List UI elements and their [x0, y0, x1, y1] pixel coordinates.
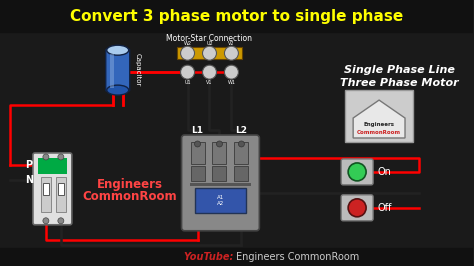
- Text: V2: V2: [228, 41, 235, 46]
- Text: P: P: [26, 160, 33, 170]
- Bar: [191, 166, 204, 181]
- Bar: [191, 142, 204, 164]
- Circle shape: [194, 141, 201, 147]
- Bar: [194, 188, 246, 213]
- Bar: [345, 90, 413, 142]
- Text: W1: W1: [228, 80, 236, 85]
- Text: Convert 3 phase motor to single phase: Convert 3 phase motor to single phase: [70, 9, 403, 24]
- Circle shape: [202, 46, 217, 60]
- FancyBboxPatch shape: [341, 195, 373, 221]
- FancyBboxPatch shape: [33, 153, 72, 225]
- Ellipse shape: [107, 85, 128, 95]
- Bar: [235, 166, 248, 181]
- Text: Engineers: Engineers: [97, 178, 163, 191]
- Circle shape: [217, 141, 222, 147]
- Text: Engineers: Engineers: [364, 122, 394, 127]
- Text: L1: L1: [191, 126, 203, 135]
- Circle shape: [238, 141, 245, 147]
- Text: V1: V1: [206, 80, 213, 85]
- Polygon shape: [353, 100, 405, 138]
- Bar: [41, 177, 51, 212]
- FancyBboxPatch shape: [106, 49, 130, 91]
- Text: Off: Off: [377, 203, 392, 213]
- Text: A1
A2: A1 A2: [217, 196, 224, 206]
- Circle shape: [348, 199, 366, 217]
- Bar: [43, 183, 49, 195]
- Circle shape: [43, 218, 49, 224]
- Bar: [0, 0, 473, 32]
- Text: U2: U2: [206, 41, 213, 46]
- Text: L2: L2: [236, 126, 247, 135]
- Circle shape: [181, 65, 194, 79]
- Bar: [177, 47, 242, 59]
- Circle shape: [348, 163, 366, 181]
- Text: On: On: [377, 167, 391, 177]
- Text: CommonRoom: CommonRoom: [82, 190, 177, 203]
- Bar: [212, 142, 227, 164]
- Text: YouTube:: YouTube:: [184, 252, 237, 262]
- FancyBboxPatch shape: [182, 135, 259, 231]
- Bar: [56, 177, 66, 212]
- Circle shape: [58, 154, 64, 160]
- Text: W2: W2: [183, 41, 191, 46]
- Bar: [235, 142, 248, 164]
- Ellipse shape: [107, 45, 128, 55]
- Bar: [110, 54, 114, 88]
- Circle shape: [43, 154, 49, 160]
- Text: Capacitor: Capacitor: [135, 53, 141, 87]
- Bar: [0, 248, 473, 266]
- Text: Single Phase Line: Single Phase Line: [344, 65, 455, 75]
- Bar: [190, 183, 251, 186]
- Circle shape: [202, 65, 217, 79]
- FancyBboxPatch shape: [341, 159, 373, 185]
- Text: CommonRoom: CommonRoom: [357, 130, 401, 135]
- Circle shape: [225, 65, 238, 79]
- Text: Motor-Star Connection: Motor-Star Connection: [166, 34, 253, 43]
- Bar: [58, 183, 64, 195]
- Text: N: N: [25, 175, 33, 185]
- Text: U1: U1: [184, 80, 191, 85]
- Circle shape: [181, 46, 194, 60]
- Circle shape: [225, 46, 238, 60]
- Bar: [212, 166, 227, 181]
- Circle shape: [58, 218, 64, 224]
- Bar: [38, 158, 67, 174]
- Text: Three Phase Motor: Three Phase Motor: [340, 78, 458, 88]
- Text: Engineers CommonRoom: Engineers CommonRoom: [237, 252, 360, 262]
